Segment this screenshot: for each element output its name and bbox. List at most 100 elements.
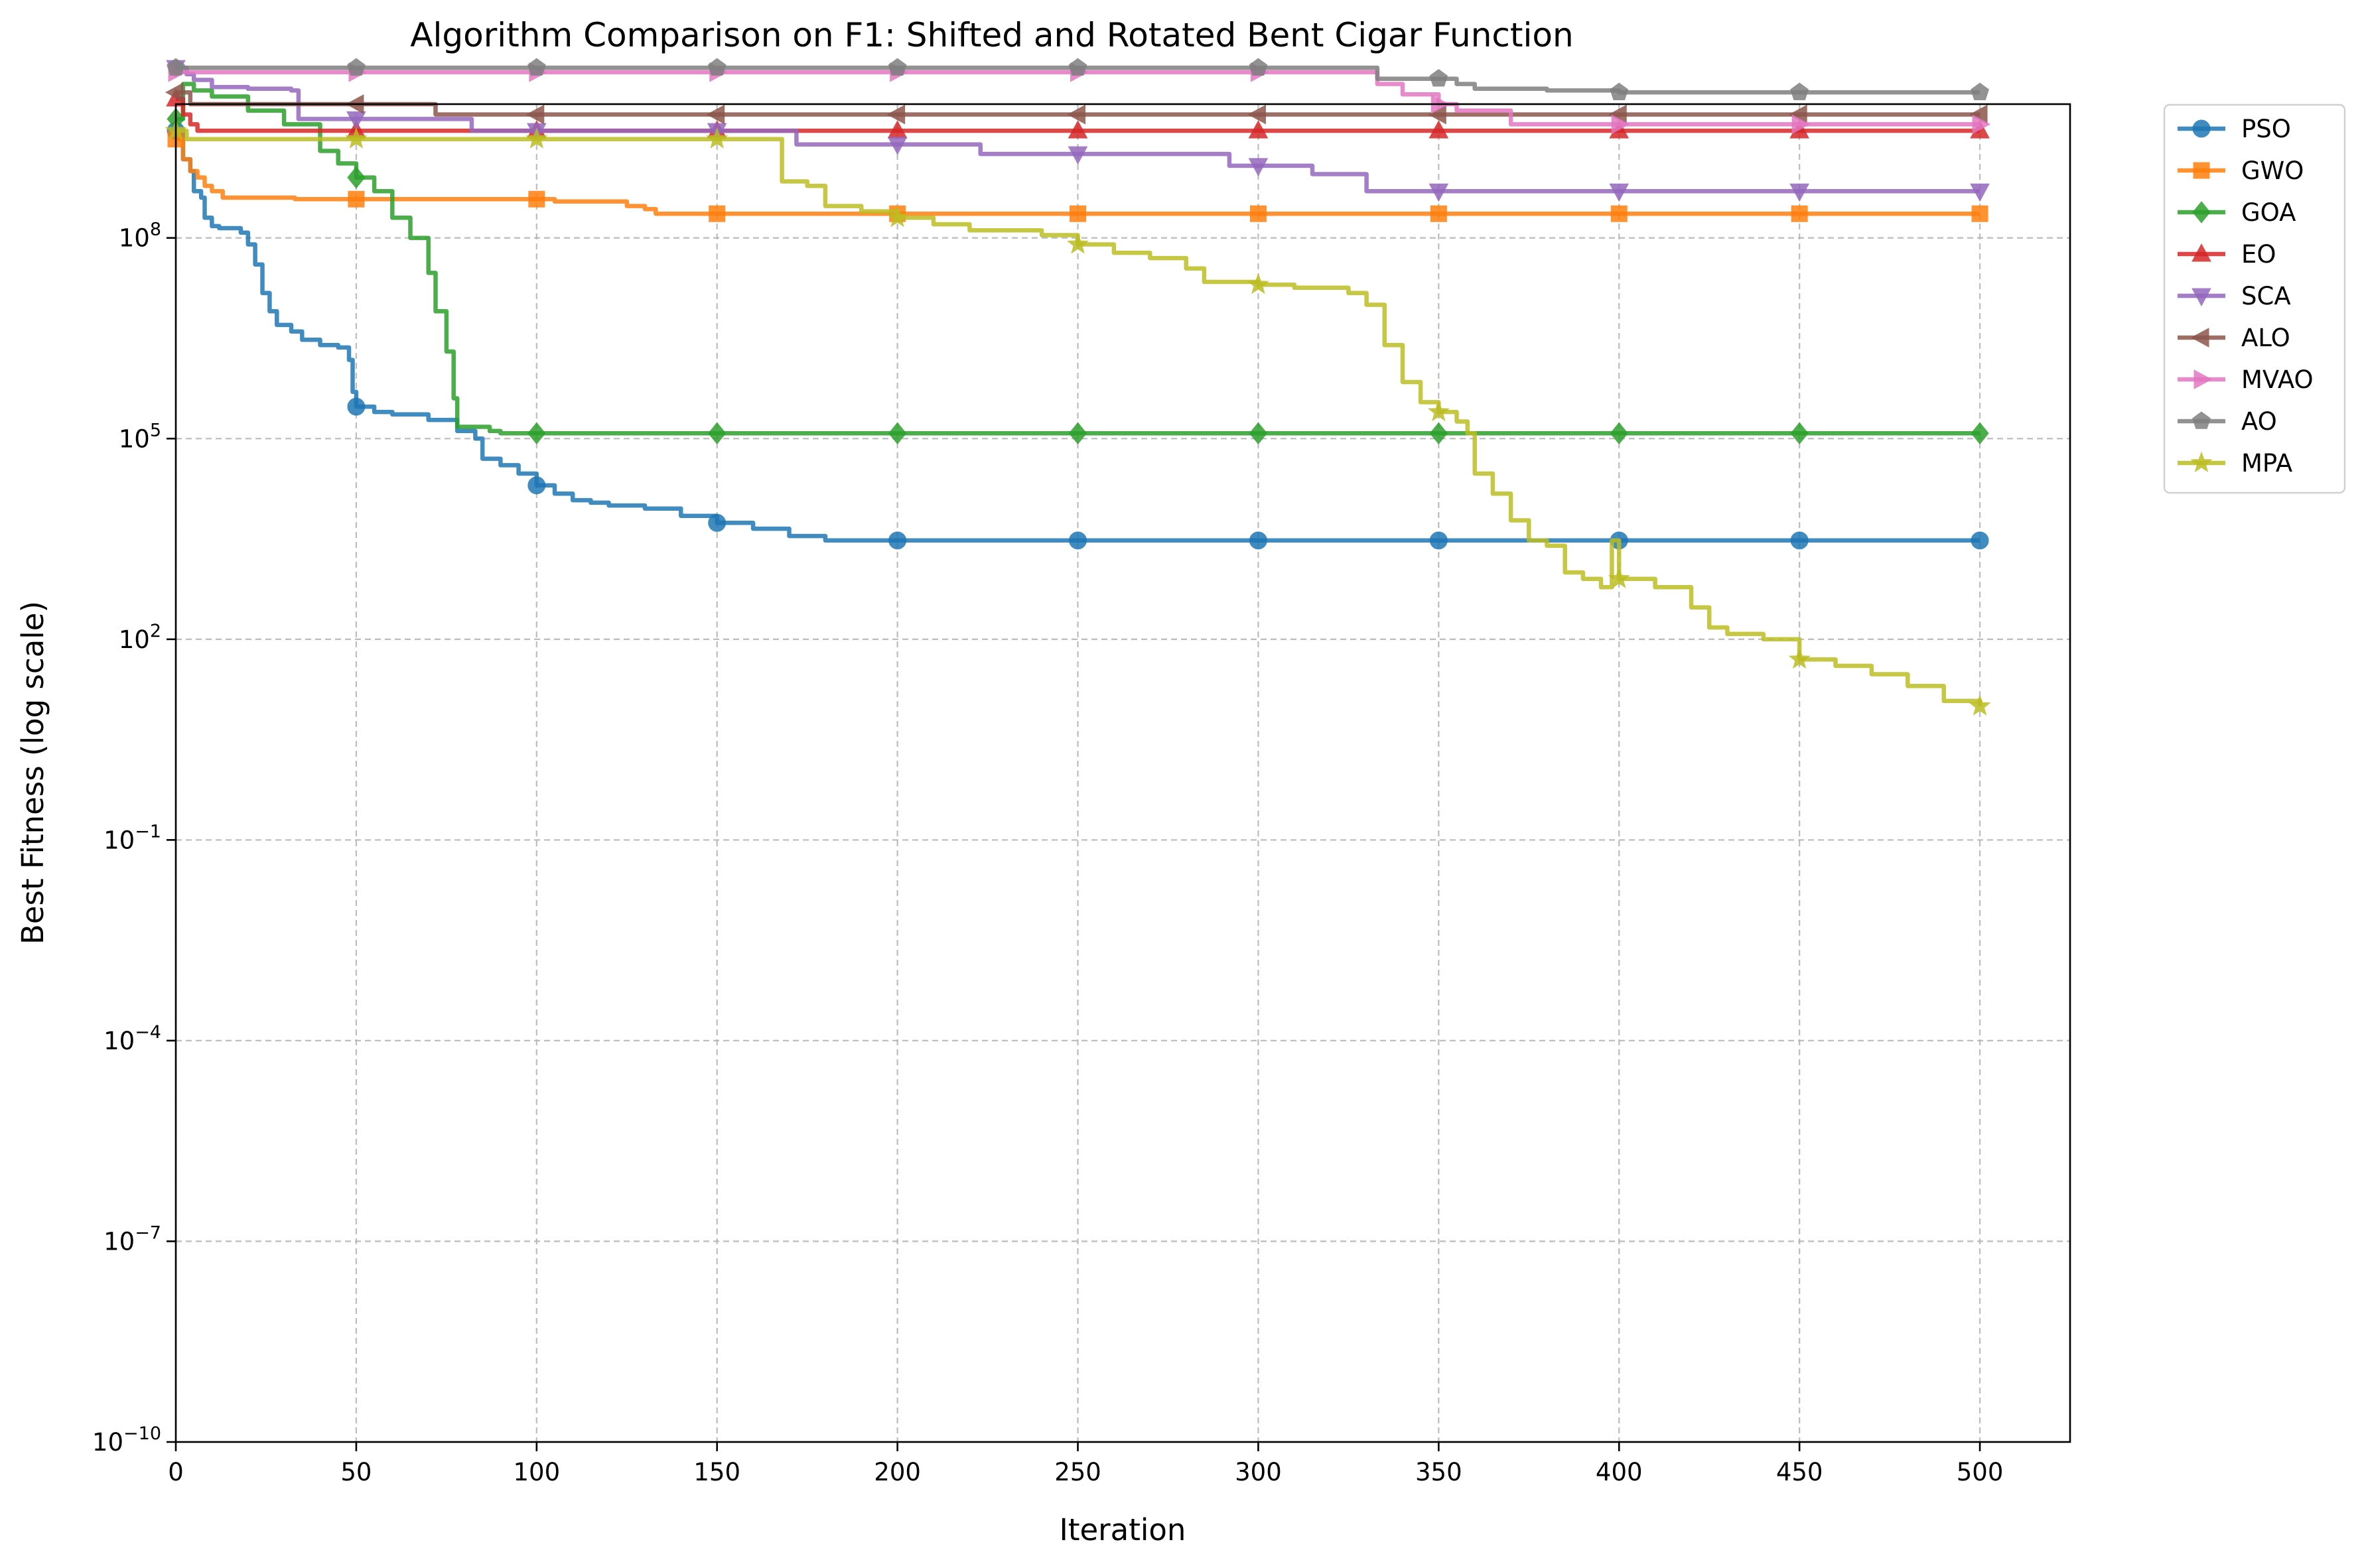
legend-label-mpa: MPA — [2241, 449, 2292, 478]
series-marker-sca — [1789, 183, 1809, 202]
series-marker-ao — [1249, 58, 1268, 76]
y-tick-label: 10−10 — [92, 1423, 161, 1457]
series-marker-ao — [1068, 58, 1087, 76]
legend-item-mpa: MPA — [2178, 449, 2292, 478]
series-marker-sca — [1970, 183, 1990, 202]
series-marker-pso — [1971, 531, 1989, 550]
x-tick-label: 200 — [874, 1458, 921, 1486]
series-marker-alo — [1067, 104, 1086, 125]
legend-marker-alo — [2190, 328, 2209, 348]
series-marker-gwo — [1430, 205, 1447, 222]
series-marker-pso — [1249, 531, 1267, 550]
legend-item-gwo: GWO — [2178, 157, 2304, 185]
legend-label-sca: SCA — [2241, 282, 2291, 310]
x-axis-label: Iteration — [1060, 1512, 1186, 1547]
series-marker-ao — [707, 58, 727, 76]
legend-label-ao: AO — [2241, 407, 2277, 436]
legend-item-alo: ALO — [2178, 324, 2290, 352]
series-layer — [165, 58, 1991, 716]
plot-frame — [174, 103, 2071, 1443]
series-marker-goa — [1068, 422, 1087, 445]
y-tick-label: 108 — [119, 220, 161, 253]
series-marker-mpa — [1066, 233, 1089, 254]
series-marker-mpa — [706, 127, 729, 149]
series-marker-pso — [527, 476, 546, 495]
series-marker-goa — [1429, 422, 1448, 445]
series-marker-pso — [1429, 531, 1448, 550]
x-tick-label: 250 — [1054, 1458, 1101, 1486]
x-tick-label: 350 — [1415, 1458, 1462, 1486]
series-marker-mvao — [1791, 114, 1811, 135]
series-marker-sca — [1609, 183, 1630, 202]
legend-item-eo: EO — [2178, 240, 2276, 269]
series-marker-mpa — [1969, 694, 1991, 716]
series-marker-sca — [346, 111, 366, 130]
legend-marker-mpa — [2190, 451, 2213, 473]
legend-label-alo: ALO — [2241, 324, 2290, 352]
y-tick-label: 10−7 — [104, 1222, 161, 1256]
series-marker-goa — [888, 422, 907, 445]
series-marker-ao — [1971, 82, 1989, 101]
series-marker-pso — [888, 531, 907, 550]
x-tick-label: 300 — [1235, 1458, 1282, 1486]
y-tick-label: 10−4 — [104, 1022, 161, 1055]
series-marker-pso — [1790, 531, 1809, 550]
y-tick-label: 10−1 — [104, 821, 161, 854]
x-tick-label: 50 — [340, 1458, 372, 1486]
series-marker-pso — [1069, 531, 1087, 550]
series-marker-eo — [1068, 120, 1088, 139]
y-axis-label: Best Fitness (log scale) — [15, 601, 50, 945]
series-marker-sca — [1428, 183, 1449, 202]
series-marker-goa — [1610, 422, 1628, 445]
series-line-sca — [176, 65, 1980, 194]
series-marker-goa — [1971, 422, 1989, 445]
series-marker-goa — [1790, 422, 1809, 445]
series-marker-sca — [1248, 158, 1269, 176]
series-marker-gwo — [709, 205, 726, 222]
series-marker-alo — [525, 104, 545, 125]
series-marker-mvao — [1972, 114, 1991, 135]
legend-item-ao: AO — [2178, 407, 2277, 436]
series-marker-mpa — [1427, 400, 1450, 422]
series-pso — [167, 121, 1989, 550]
legend-item-sca: SCA — [2178, 282, 2291, 310]
series-marker-eo — [1248, 120, 1269, 139]
legend-marker-eo — [2191, 243, 2211, 262]
series-marker-ao — [167, 58, 185, 76]
series-ao — [167, 58, 1989, 101]
legend-item-goa: GOA — [2178, 198, 2296, 227]
series-marker-alo — [706, 104, 725, 125]
series-marker-gwo — [1791, 205, 1808, 222]
series-marker-gwo — [348, 190, 365, 208]
series-marker-goa — [708, 422, 727, 445]
series-marker-ao — [1429, 69, 1448, 87]
legend-label-eo: EO — [2241, 240, 2276, 269]
series-marker-pso — [347, 397, 366, 416]
legend-item-mvao: MVAO — [2178, 365, 2314, 394]
legend-marker-ao — [2192, 411, 2211, 429]
x-tick-label: 100 — [513, 1458, 560, 1486]
series-marker-goa — [347, 166, 366, 189]
series-marker-goa — [527, 422, 546, 445]
series-marker-mvao — [1611, 114, 1630, 135]
series-line-mpa — [176, 128, 1982, 706]
legend-label-mvao: MVAO — [2241, 365, 2314, 394]
legend-box — [2163, 103, 2346, 494]
series-marker-sca — [1068, 146, 1088, 165]
chart-title: Algorithm Comparison on F1: Shifted and … — [410, 16, 1573, 54]
series-marker-ao — [1790, 82, 1809, 101]
series-marker-ao — [1610, 82, 1629, 101]
grid — [174, 104, 2070, 1442]
series-marker-alo — [165, 82, 184, 103]
series-line-gwo — [176, 137, 1980, 216]
x-tick-label: 150 — [693, 1458, 740, 1486]
legend-item-pso: PSO — [2178, 115, 2291, 143]
legend: PSO GWO GOA EO SCA ALO MVAO AO MPA — [2163, 103, 2346, 494]
series-marker-goa — [1249, 422, 1268, 445]
series-marker-mpa — [1788, 647, 1811, 669]
series-marker-gwo — [1070, 205, 1087, 222]
legend-marker-gwo — [2193, 162, 2210, 179]
y-tick-label: 102 — [119, 621, 161, 654]
